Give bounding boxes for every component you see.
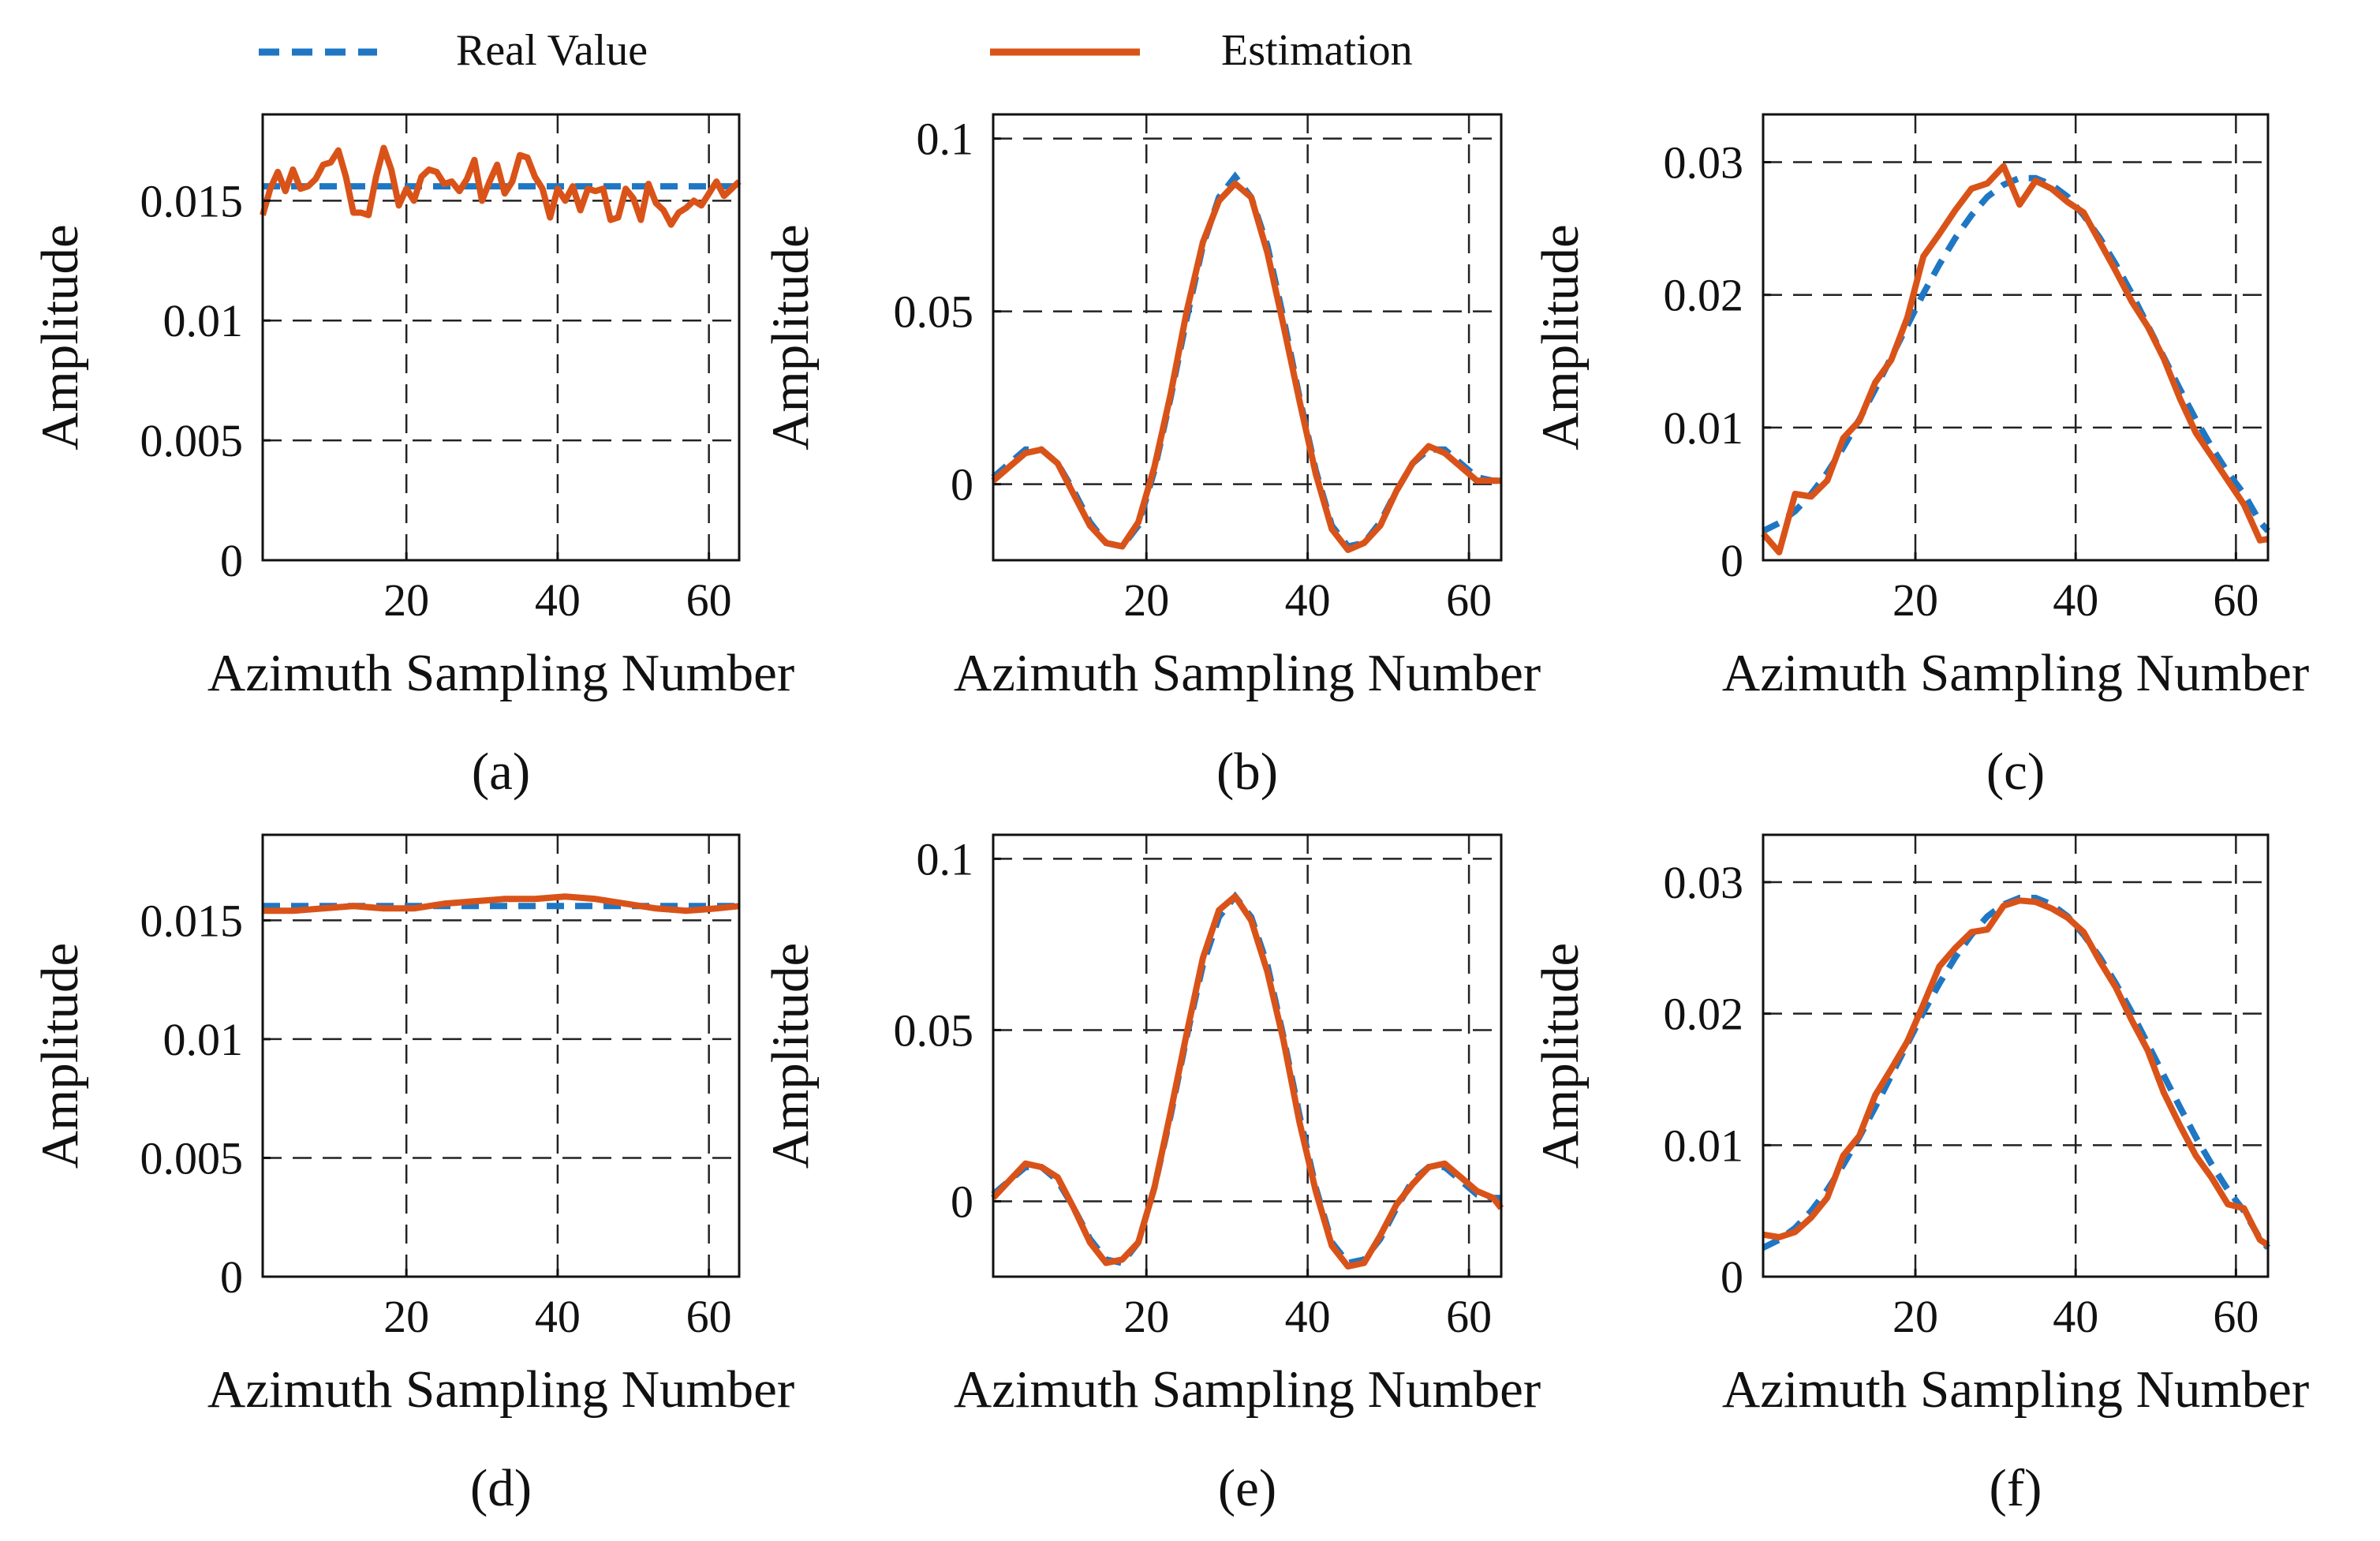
panel-b-xlabel: Azimuth Sampling Number xyxy=(954,644,1541,702)
panel-d-ytick-label-0: 0 xyxy=(220,1251,243,1303)
panel-a-y-ticks: 0 0.005 0.01 0.015 xyxy=(140,175,271,586)
panel-a-x-ticks: 20 40 60 xyxy=(383,552,732,626)
panel-f: 20 40 60 0 0.01 0.02 0.03 Azimuth Sampling Nu… xyxy=(1531,833,2309,1517)
panel-f-axes-frame xyxy=(1762,833,2270,1278)
panel-e-xtick-label-1: 40 xyxy=(1285,1291,1331,1342)
panel-e-caption: (e) xyxy=(1218,1459,1276,1517)
panel-e-xtick-label-0: 20 xyxy=(1123,1291,1169,1342)
panel-f-caption: (f) xyxy=(1990,1459,2042,1517)
panel-d-ytick-label-3: 0.015 xyxy=(140,895,244,946)
panel-e-real-value-line xyxy=(991,891,1501,1267)
panel-d-xtick-label-2: 60 xyxy=(686,1291,732,1342)
panel-a-xtick-label-1: 40 xyxy=(535,574,581,626)
panel-e-ytick-label-0: 0 xyxy=(951,1176,973,1227)
panel-f-xtick-label-0: 20 xyxy=(1892,1291,1938,1342)
panel-f-ytick-label-3: 0.03 xyxy=(1664,857,1744,908)
panel-b-xtick-label-0: 20 xyxy=(1123,574,1169,626)
panel-a-xlabel: Azimuth Sampling Number xyxy=(207,644,794,702)
panel-f-xtick-label-2: 60 xyxy=(2213,1291,2259,1342)
panel-b-axes-frame xyxy=(992,113,1503,562)
panel-c-axes-frame xyxy=(1762,113,2270,562)
legend: Real Value Estimation xyxy=(259,26,1413,75)
panel-e-y-ticks: 0 0.05 0.1 xyxy=(894,833,1001,1227)
panel-a-ytick-label-0: 0 xyxy=(220,535,243,586)
panel-a-estimation-line xyxy=(260,144,742,228)
panel-b-ytick-label-2: 0.1 xyxy=(917,114,974,165)
panel-a-ytick-label-1: 0.005 xyxy=(140,415,244,466)
panel-b-grid xyxy=(993,114,1501,560)
panel-f-ytick-label-1: 0.01 xyxy=(1664,1120,1744,1171)
panel-c-xtick-label-1: 40 xyxy=(2053,574,2098,626)
panel-a-caption: (a) xyxy=(472,742,530,801)
panel-b-y-ticks: 0 0.05 0.1 xyxy=(894,114,1001,511)
panel-c-real-value-line xyxy=(1762,174,2271,534)
panel-f-estimation-line xyxy=(1762,897,2270,1248)
legend-real-value-label: Real Value xyxy=(456,26,648,75)
panel-a-axes-frame xyxy=(261,113,741,562)
panel-c-ytick-label-0: 0 xyxy=(1721,535,1743,586)
panel-c-x-ticks: 20 40 60 xyxy=(1892,552,2259,626)
panel-a-ytick-label-2: 0.01 xyxy=(163,295,244,346)
panel-c-estimation-line xyxy=(1760,163,2269,555)
panel-f-ytick-label-2: 0.02 xyxy=(1664,989,1744,1040)
panel-c-xtick-label-0: 20 xyxy=(1892,574,1938,626)
panel-e-xlabel: Azimuth Sampling Number xyxy=(954,1360,1541,1419)
panel-b-caption: (b) xyxy=(1216,742,1278,801)
panel-f-xlabel: Azimuth Sampling Number xyxy=(1722,1360,2309,1419)
panel-b-estimation-line xyxy=(991,180,1501,553)
panel-e-xtick-label-2: 60 xyxy=(1446,1291,1492,1342)
panel-b-xtick-label-2: 60 xyxy=(1446,574,1492,626)
panel-d-axes-frame xyxy=(261,833,741,1278)
panel-e-x-ticks: 20 40 60 xyxy=(1123,1269,1492,1342)
panel-a-ytick-label-3: 0.015 xyxy=(140,175,244,226)
panel-c-ylabel: Amplitude xyxy=(1531,224,1590,451)
panel-c-ytick-label-2: 0.02 xyxy=(1664,270,1744,321)
panel-b-ylabel: Amplitude xyxy=(761,224,820,451)
panel-d-y-ticks: 0 0.005 0.01 0.015 xyxy=(140,895,271,1303)
panel-e-ytick-label-1: 0.05 xyxy=(894,1004,974,1056)
panel-b-ytick-label-1: 0.05 xyxy=(894,286,974,338)
panel-c: 20 40 60 0 0.01 0.02 0.03 Azimuth Sampling Nu… xyxy=(1531,113,2309,801)
panel-d-grid xyxy=(263,835,739,1277)
panel-f-y-ticks: 0 0.01 0.02 0.03 xyxy=(1664,857,1771,1303)
panel-d-xtick-label-1: 40 xyxy=(535,1291,581,1342)
panel-d-ytick-label-1: 0.005 xyxy=(140,1132,244,1184)
panel-b-xtick-label-1: 40 xyxy=(1285,574,1331,626)
panel-e-estimation-line xyxy=(991,893,1504,1270)
panel-c-caption: (c) xyxy=(1986,742,2045,801)
panel-a: 20 40 60 0 0.005 0.01 0.015 Azimuth Sampling … xyxy=(31,113,794,801)
panel-e-axes-frame xyxy=(992,833,1503,1278)
panel-e: 20 40 60 00.050.1 Azimuth Sampling Number … xyxy=(761,833,1541,1517)
panel-c-grid xyxy=(1763,114,2268,560)
panel-a-xtick-label-2: 60 xyxy=(686,574,732,626)
panel-f-xtick-label-1: 40 xyxy=(2053,1291,2098,1342)
panel-e-grid xyxy=(993,835,1501,1277)
panel-c-xlabel: Azimuth Sampling Number xyxy=(1722,644,2309,702)
panel-f-x-ticks: 20 40 60 xyxy=(1892,1269,2259,1342)
panel-d-ytick-label-2: 0.01 xyxy=(163,1014,244,1065)
panel-d-xlabel: Azimuth Sampling Number xyxy=(207,1360,794,1419)
panel-d-xtick-label-0: 20 xyxy=(383,1291,429,1342)
panel-f-ylabel: Amplitude xyxy=(1531,943,1590,1169)
panel-c-xtick-label-2: 60 xyxy=(2213,574,2259,626)
panel-a-ylabel: Amplitude xyxy=(31,224,89,451)
panel-c-y-ticks: 0 0.01 0.02 0.03 xyxy=(1664,137,1771,586)
legend-estimation-label: Estimation xyxy=(1221,26,1413,75)
panel-c-ytick-label-1: 0.01 xyxy=(1664,402,1744,454)
panel-b-ytick-label-0: 0 xyxy=(951,459,973,511)
panel-e-ylabel: Amplitude xyxy=(761,943,820,1169)
panel-c-ytick-label-3: 0.03 xyxy=(1664,137,1744,189)
panel-a-xtick-label-0: 20 xyxy=(383,574,429,626)
panel-d-caption: (d) xyxy=(470,1459,532,1517)
panel-b: 20 40 60 00.050.1 Azimuth Sampling Number … xyxy=(761,113,1541,801)
panel-f-ytick-label-0: 0 xyxy=(1721,1251,1743,1303)
panel-f-real-value-line xyxy=(1762,895,2271,1251)
panel-b-x-ticks: 20 40 60 xyxy=(1123,552,1492,626)
panel-d-estimation-line xyxy=(263,893,740,915)
panel-d-ylabel: Amplitude xyxy=(31,943,89,1169)
panel-e-ytick-label-2: 0.1 xyxy=(917,833,974,885)
panel-d: 20 40 60 0 0.005 0.01 0.015 Azimuth Sampling … xyxy=(31,833,794,1517)
panel-d-x-ticks: 20 40 60 xyxy=(383,1269,732,1342)
